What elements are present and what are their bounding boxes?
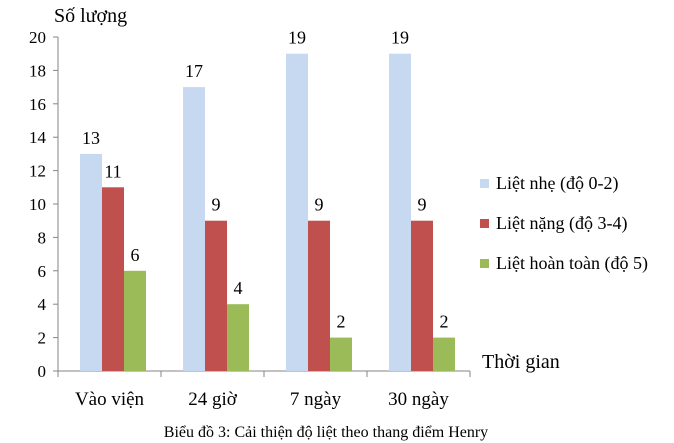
bar bbox=[183, 87, 205, 371]
x-axis-title: Thời gian bbox=[482, 351, 560, 373]
data-labels: 13 17 19 19 11 9 9 9 6 4 2 2 bbox=[82, 28, 449, 332]
x-tick-label: 24 giờ bbox=[188, 389, 238, 410]
bar bbox=[330, 337, 352, 371]
data-label: 17 bbox=[185, 61, 203, 81]
data-label: 19 bbox=[391, 28, 409, 48]
y-axis-title: Số lượng bbox=[54, 5, 127, 27]
legend: Liệt nhẹ (độ 0-2) Liệt nặng (độ 3-4) Liệt … bbox=[480, 173, 648, 274]
y-tick-label: 6 bbox=[38, 262, 47, 281]
legend-label: Liệt nhẹ (độ 0-2) bbox=[496, 173, 618, 194]
bar bbox=[80, 153, 102, 371]
legend-label: Liệt hoàn toàn (độ 5) bbox=[496, 253, 648, 274]
bar bbox=[308, 220, 330, 371]
y-tick-label: 0 bbox=[38, 362, 47, 381]
data-label: 11 bbox=[104, 161, 121, 181]
y-tick-label: 18 bbox=[29, 61, 46, 80]
axes: 0 2 4 6 8 10 12 14 16 18 20 Vào viện 24 giờ 7 ngày 30 … bbox=[29, 28, 471, 410]
data-label: 2 bbox=[440, 312, 449, 332]
y-tick-label: 4 bbox=[38, 295, 47, 314]
data-label: 19 bbox=[288, 28, 306, 48]
legend-swatch bbox=[480, 219, 489, 228]
x-tick-label: 7 ngày bbox=[290, 389, 342, 410]
legend-label: Liệt nặng (độ 3-4) bbox=[496, 213, 627, 234]
data-label: 9 bbox=[212, 195, 221, 215]
data-label: 4 bbox=[234, 278, 243, 298]
data-label: 9 bbox=[418, 195, 427, 215]
y-tick-label: 20 bbox=[29, 28, 46, 47]
legend-swatch bbox=[480, 259, 489, 268]
data-label: 13 bbox=[82, 128, 100, 148]
figure-caption: Biểu đồ 3: Cải thiện độ liệt theo thang … bbox=[164, 424, 488, 441]
bar bbox=[411, 220, 433, 371]
bar bbox=[433, 337, 455, 371]
legend-swatch bbox=[480, 179, 489, 188]
y-tick-label: 16 bbox=[29, 95, 46, 114]
bar bbox=[205, 220, 227, 371]
y-tick-label: 10 bbox=[29, 195, 46, 214]
y-tick-label: 14 bbox=[29, 128, 47, 147]
data-label: 9 bbox=[315, 195, 324, 215]
y-tick-label: 12 bbox=[29, 162, 46, 181]
y-tick-label: 2 bbox=[38, 329, 47, 348]
x-tick-label: 30 ngày bbox=[388, 389, 449, 410]
x-tick-label: Vào viện bbox=[75, 389, 145, 410]
data-label: 6 bbox=[131, 245, 140, 265]
bar bbox=[286, 53, 308, 371]
bar bbox=[389, 53, 411, 371]
data-label: 2 bbox=[337, 312, 346, 332]
bar bbox=[124, 270, 146, 371]
bar bbox=[227, 304, 249, 371]
bar bbox=[102, 187, 124, 371]
bars bbox=[80, 53, 455, 371]
y-tick-label: 8 bbox=[38, 228, 47, 247]
